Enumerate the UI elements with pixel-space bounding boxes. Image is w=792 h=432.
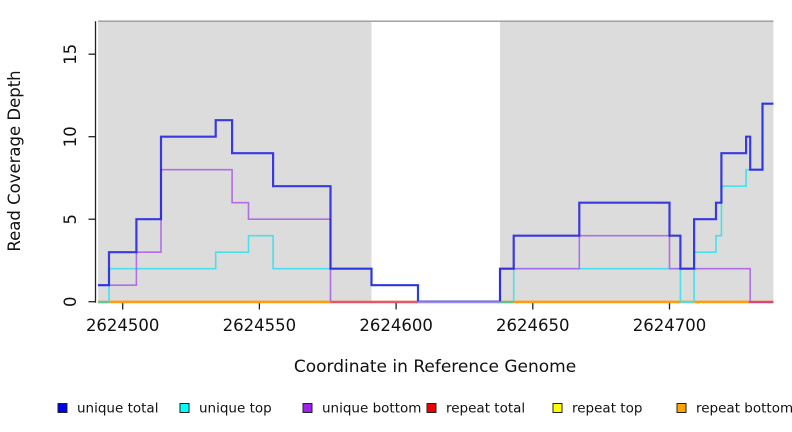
y-axis: 0 5 10 15 [61, 21, 97, 307]
legend-label-repeat-bottom: repeat bottom [696, 401, 792, 417]
legend-swatch-unique-total [57, 403, 68, 413]
legend: unique total unique top unique bottom repea… [57, 401, 792, 417]
legend-label-unique-total: unique total [77, 401, 158, 417]
y-axis-label: Read Coverage Depth [5, 70, 24, 251]
shaded-region [499, 21, 774, 303]
legend-label-repeat-total: repeat total [446, 401, 525, 417]
legend-swatch-unique-top [179, 403, 190, 413]
series-unique-top [98, 102, 774, 303]
y-tick-label: 15 [61, 44, 80, 65]
y-tick-label: 0 [61, 296, 80, 307]
x-tick-label: 2624550 [223, 316, 297, 335]
x-axis-label: Coordinate in Reference Genome [294, 357, 576, 377]
legend-swatch-repeat-bottom [676, 403, 687, 413]
x-tick-label: 2624600 [359, 316, 433, 335]
x-axis: 2624500 2624550 2624600 2624650 2624700 [86, 303, 706, 335]
legend-label-repeat-top: repeat top [572, 401, 642, 417]
legend-swatch-repeat-top [552, 403, 563, 413]
legend-label-unique-bottom: unique bottom [322, 401, 421, 417]
x-tick-label: 2624700 [633, 316, 707, 335]
legend-swatch-repeat-total [426, 403, 437, 413]
shaded-region [98, 21, 372, 303]
y-tick-label: 10 [61, 126, 80, 147]
x-tick-label: 2624650 [496, 316, 570, 335]
shaded-regions [98, 21, 774, 303]
x-tick-label: 2624500 [86, 316, 160, 335]
legend-label-unique-top: unique top [199, 401, 272, 417]
legend-swatch-unique-bottom [302, 403, 313, 413]
series-unique-total [98, 102, 774, 303]
y-tick-label: 5 [61, 214, 80, 225]
